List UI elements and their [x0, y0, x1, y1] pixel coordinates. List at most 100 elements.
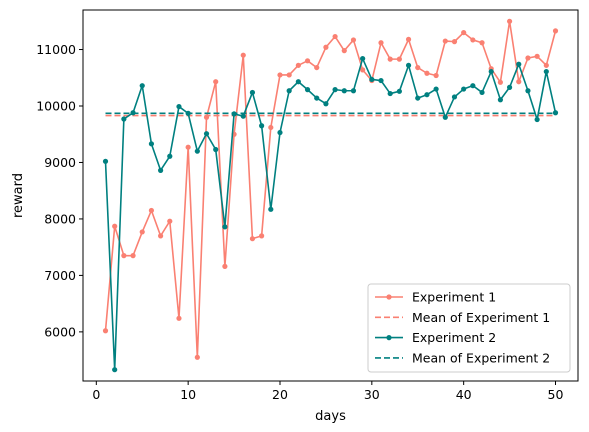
data-point-experiment-2	[341, 88, 347, 94]
data-point-experiment-1	[360, 67, 366, 73]
data-point-experiment-1	[387, 56, 393, 62]
data-point-experiment-1	[442, 38, 448, 44]
data-point-experiment-2	[552, 110, 559, 116]
x-tick-label: 20	[272, 387, 288, 402]
data-point-experiment-1	[185, 144, 191, 150]
data-point-experiment-1	[461, 29, 467, 36]
y-tick-label: 6000	[44, 324, 76, 339]
data-point-experiment-1	[286, 72, 292, 78]
data-point-experiment-1	[396, 56, 402, 62]
data-point-experiment-2	[286, 88, 292, 94]
plot-frame	[82, 9, 579, 382]
legend-marker	[386, 294, 392, 300]
data-point-experiment-1	[268, 124, 274, 131]
data-point-experiment-2	[360, 55, 366, 62]
data-point-experiment-1	[102, 328, 109, 334]
data-point-experiment-2	[148, 141, 155, 147]
data-point-experiment-2	[543, 68, 549, 75]
data-point-experiment-1	[552, 28, 559, 34]
axis-ticks: 0 10 20 30 40 50 6000 7000 8000 9000 10000 11000	[36, 42, 563, 402]
data-point-experiment-1	[506, 18, 513, 24]
y-tick-label: 8000	[44, 211, 76, 226]
data-point-experiment-2	[249, 89, 256, 96]
data-point-experiment-1	[249, 236, 256, 242]
legend-label: Experiment 1	[412, 290, 496, 305]
legend-marker	[386, 335, 392, 341]
data-point-experiment-2	[369, 76, 375, 83]
data-point-experiment-1	[424, 70, 430, 76]
data-point-experiment-2	[497, 97, 503, 103]
data-point-experiment-1	[194, 354, 200, 360]
x-tick-label: 0	[92, 387, 100, 402]
legend: Experiment 1 Mean of Experiment 1 Experime…	[367, 283, 571, 373]
data-point-experiment-1	[323, 44, 329, 50]
data-point-experiment-2	[350, 88, 357, 94]
data-point-experiment-2	[203, 131, 210, 137]
data-point-experiment-2	[167, 153, 173, 159]
y-tick-label: 7000	[44, 268, 76, 283]
data-point-experiment-2	[213, 146, 219, 153]
data-point-experiment-1	[534, 53, 540, 59]
data-point-experiment-2	[259, 123, 265, 129]
data-point-experiment-2	[405, 62, 412, 68]
data-point-experiment-1	[470, 37, 476, 43]
data-point-experiment-1	[295, 62, 301, 68]
data-point-experiment-2	[240, 113, 246, 119]
data-point-experiment-2	[506, 84, 513, 90]
x-axis-label: days	[315, 409, 346, 424]
legend-box	[367, 283, 571, 373]
data-point-experiment-2	[176, 103, 182, 110]
data-point-experiment-1	[415, 64, 421, 71]
data-point-experiment-1	[479, 40, 485, 46]
data-point-experiment-1	[222, 263, 228, 269]
legend-label: Mean of Experiment 1	[412, 310, 550, 325]
data-point-experiment-2	[442, 114, 448, 120]
data-point-experiment-1	[341, 48, 347, 54]
data-point-experiment-1	[525, 55, 531, 61]
x-tick-label: 30	[364, 387, 380, 402]
data-point-experiment-2	[121, 116, 127, 122]
data-point-experiment-2	[387, 90, 393, 97]
data-point-experiment-1	[213, 79, 219, 85]
data-point-experiment-2	[139, 83, 145, 89]
data-point-experiment-2	[479, 89, 485, 96]
x-tick-label: 10	[180, 387, 196, 402]
data-point-experiment-2	[314, 95, 320, 101]
data-point-experiment-2	[534, 116, 540, 123]
data-point-experiment-2	[461, 86, 467, 92]
data-point-experiment-1	[121, 253, 127, 259]
data-point-experiment-1	[451, 39, 458, 45]
data-point-experiment-2	[112, 367, 118, 373]
data-point-experiment-2	[415, 95, 421, 101]
data-point-experiment-1	[167, 218, 173, 224]
data-point-experiment-2	[332, 87, 338, 93]
data-point-experiment-2	[378, 77, 384, 84]
data-point-experiment-2	[222, 224, 228, 230]
y-tick-label: 9000	[44, 155, 76, 170]
data-point-experiment-2	[396, 88, 402, 94]
data-point-experiment-1	[130, 253, 136, 259]
data-point-experiment-2	[277, 129, 283, 136]
data-point-experiment-1	[259, 233, 265, 239]
data-point-experiment-1	[139, 229, 145, 235]
data-point-experiment-1	[433, 72, 439, 79]
data-point-experiment-1	[158, 233, 164, 239]
data-point-experiment-1	[304, 58, 311, 64]
data-point-experiment-2	[295, 79, 301, 85]
data-point-experiment-1	[350, 37, 357, 43]
data-point-experiment-1	[332, 33, 338, 40]
legend-label: Mean of Experiment 2	[412, 350, 550, 365]
data-point-experiment-1	[516, 79, 522, 85]
data-point-experiment-2	[525, 88, 531, 94]
data-point-experiment-1	[148, 207, 155, 214]
y-tick-label: 10000	[36, 98, 76, 113]
data-point-experiment-2	[158, 167, 164, 173]
data-point-experiment-2	[194, 148, 200, 154]
x-tick-label: 50	[548, 387, 564, 402]
data-point-experiment-2	[424, 92, 430, 98]
data-point-experiment-1	[405, 36, 412, 42]
data-point-experiment-2	[451, 94, 458, 100]
data-point-experiment-2	[323, 101, 329, 107]
data-point-experiment-2	[516, 61, 522, 67]
